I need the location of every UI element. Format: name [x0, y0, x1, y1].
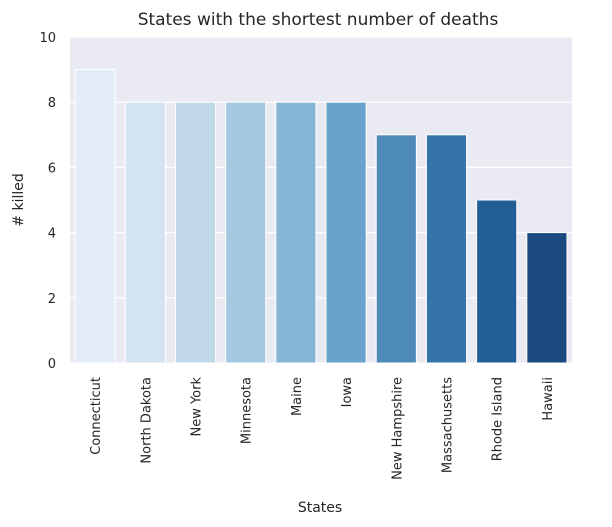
chart-title: States with the shortest number of death…	[138, 10, 499, 30]
y-tick-labels: 0 2 4 6 8 10	[39, 31, 56, 372]
x-tick-label: Minnesota	[240, 377, 255, 444]
x-tick-label: Connecticut	[89, 377, 104, 455]
y-tick-label: 8	[48, 96, 56, 111]
x-tick-label: Iowa	[340, 377, 355, 407]
bar	[174, 101, 217, 364]
x-axis-label: States	[298, 500, 342, 516]
x-tick-label: Maine	[290, 377, 305, 416]
bar	[425, 134, 468, 364]
y-tick-label: 4	[48, 227, 56, 242]
bar	[325, 101, 367, 364]
bar	[476, 199, 518, 364]
x-tick-label: New York	[190, 377, 205, 437]
x-tick-label: Massachusetts	[441, 377, 456, 473]
y-tick-label: 0	[48, 357, 56, 372]
x-tick-label: Hawaii	[541, 377, 556, 421]
y-tick-label: 10	[39, 31, 56, 46]
bar	[275, 101, 317, 364]
y-tick-label: 2	[48, 292, 56, 307]
x-tick-label: Rhode Island	[491, 377, 506, 461]
y-tick-label: 6	[48, 161, 56, 176]
bar	[526, 232, 568, 364]
bar	[124, 101, 166, 364]
bars	[74, 69, 568, 364]
x-tick-labels: Connecticut North Dakota New York Minnesota…	[89, 377, 556, 480]
x-tick-label: New Hampshire	[390, 377, 405, 480]
bar	[225, 101, 267, 364]
bar	[375, 134, 417, 364]
x-tick-label: North Dakota	[139, 377, 154, 464]
bar	[74, 69, 116, 364]
y-axis-label: # killed	[11, 173, 27, 226]
